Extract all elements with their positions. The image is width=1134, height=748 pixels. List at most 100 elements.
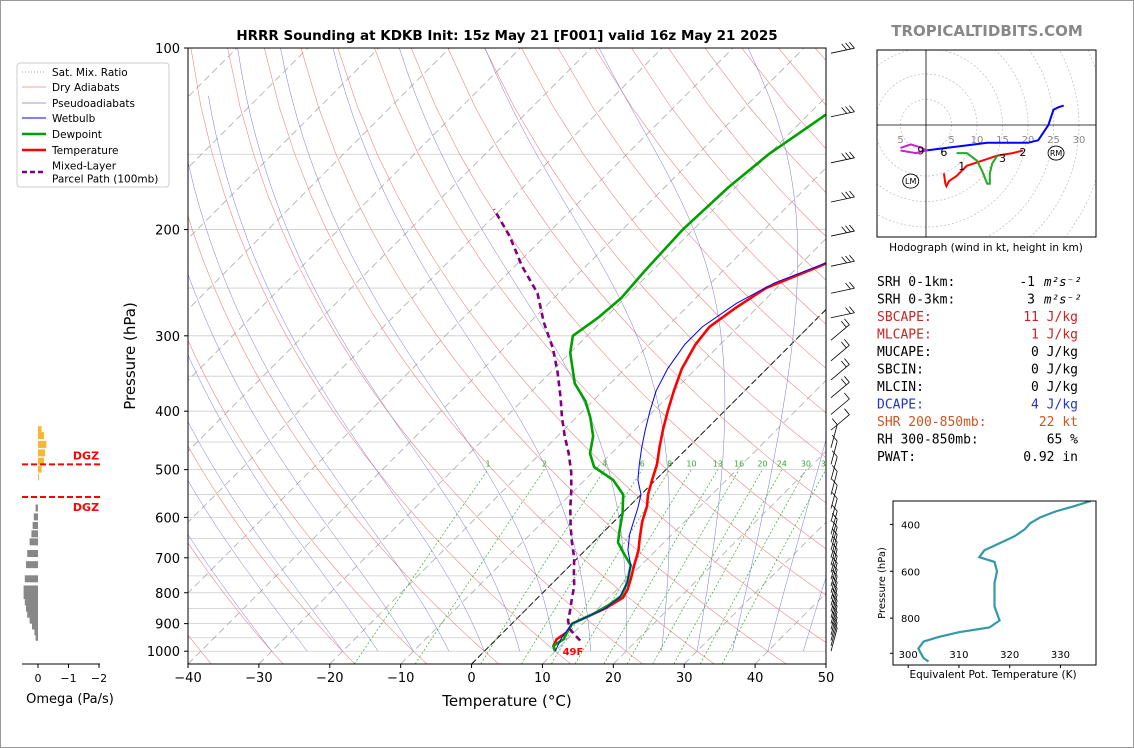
isotherm-line bbox=[188, 48, 663, 523]
mixing-ratio-label: 4 bbox=[602, 460, 607, 469]
wind-barb bbox=[830, 224, 855, 237]
omega-bar bbox=[35, 633, 38, 641]
isotherm-line bbox=[258, 96, 826, 664]
hodograph-caption: Hodograph (wind in kt, height in km) bbox=[889, 242, 1083, 254]
wind-barb bbox=[830, 582, 838, 612]
hodo-height-label: 1 bbox=[958, 160, 965, 173]
surface-temp-label: 49F bbox=[563, 647, 584, 658]
stat-value: 22 kt bbox=[1039, 415, 1078, 430]
stat-row: MLCAPE: 1 J/kg bbox=[877, 328, 1078, 343]
hodograph-frame bbox=[876, 49, 1097, 238]
hodograph-plot: 5 5 10 15 20 25 30 9 61 3 2 LM RM bbox=[877, 50, 1096, 237]
mixing-ratio-label: 6 bbox=[640, 460, 645, 469]
stat-value: 4 J/kg bbox=[1031, 398, 1078, 413]
hodo-ring-label: 5 bbox=[948, 135, 954, 146]
omega-bar bbox=[34, 628, 38, 636]
legend-label: Parcel Path (100mb) bbox=[52, 174, 158, 186]
omega-bar bbox=[38, 440, 47, 448]
hodo-ring-label: 25 bbox=[1047, 135, 1060, 146]
barb-flag bbox=[831, 535, 838, 543]
omega-bar bbox=[23, 592, 38, 600]
series-mixed-layer-parcel-path-100mb bbox=[492, 208, 582, 642]
mixing-ratio-label: 24 bbox=[777, 460, 787, 469]
pseudoadiabat bbox=[598, 48, 726, 652]
hodo-ring-label: 20 bbox=[1022, 135, 1035, 146]
wind-barb bbox=[830, 594, 838, 624]
barb-flag bbox=[831, 605, 838, 613]
pseudoadiabat bbox=[188, 160, 450, 652]
wind-barb bbox=[830, 621, 838, 652]
legend-label: Sat. Mix. Ratio bbox=[52, 67, 128, 79]
dry-adiabat bbox=[447, 48, 826, 504]
wind-barb bbox=[830, 392, 850, 415]
stat-label: DCAPE: bbox=[877, 398, 924, 413]
theta-x-tick-label: 330 bbox=[1051, 650, 1070, 661]
mixing-ratio-line bbox=[480, 469, 606, 664]
hodo-trace bbox=[956, 152, 999, 185]
stat-row: SBCIN: 0 J/kg bbox=[877, 363, 1078, 378]
pseudoadiabat bbox=[767, 438, 826, 652]
stat-unit: m²s⁻² bbox=[1043, 292, 1082, 307]
hodo-marker-label: RM bbox=[1050, 149, 1063, 158]
x-tick-label: −20 bbox=[316, 671, 343, 686]
barb-flag bbox=[849, 281, 855, 289]
barb-staff bbox=[830, 471, 838, 495]
y-axis-label: Pressure (hPa) bbox=[121, 302, 139, 410]
theta-x-tick-label: 320 bbox=[1000, 650, 1019, 661]
barb-staff bbox=[830, 382, 850, 399]
stat-value: 0.92 in bbox=[1023, 450, 1078, 465]
dry-adiabat bbox=[264, 48, 715, 664]
pseudoadiabat bbox=[188, 480, 308, 652]
dry-adiabat bbox=[521, 48, 826, 414]
pseudoadiabat bbox=[188, 534, 272, 652]
x-tick-label: 50 bbox=[818, 671, 835, 686]
hodo-ring-label: 30 bbox=[1073, 135, 1086, 146]
barb-staff bbox=[830, 594, 838, 618]
barb-flag bbox=[831, 599, 838, 607]
barb-flag bbox=[841, 256, 847, 264]
mixing-ratio-label: 20 bbox=[757, 460, 767, 469]
stat-row: MLCIN: 0 J/kg bbox=[877, 380, 1078, 395]
hodo-trace bbox=[925, 104, 1064, 152]
wind-barb bbox=[830, 542, 838, 573]
wind-barb bbox=[830, 556, 838, 587]
omega-bar bbox=[29, 616, 38, 624]
y-tick-label: 900 bbox=[155, 618, 180, 633]
hodo-marker-label: LM bbox=[905, 177, 916, 186]
wind-barb bbox=[830, 318, 850, 341]
stat-label: RH 300-850mb: bbox=[877, 433, 979, 448]
barb-flag bbox=[845, 307, 851, 314]
stat-label: MLCIN: bbox=[877, 380, 924, 395]
mixing-ratio-line bbox=[626, 469, 740, 664]
barb-staff bbox=[830, 324, 850, 341]
legend-label: Wetbulb bbox=[52, 113, 96, 125]
dry-adiabat bbox=[188, 542, 284, 664]
watermark: TROPICALTIDBITS.COM bbox=[891, 22, 1083, 40]
stat-value: 0 J/kg bbox=[1031, 345, 1078, 360]
wind-barb bbox=[830, 306, 855, 319]
hodo-ring-label: 10 bbox=[971, 135, 984, 146]
barb-staff bbox=[830, 556, 838, 580]
legend-box bbox=[16, 62, 170, 188]
omega-bar bbox=[29, 538, 38, 546]
dry-adiabat bbox=[300, 48, 787, 664]
omega-tick-label: −1 bbox=[60, 672, 76, 685]
barb-staff bbox=[830, 364, 850, 381]
barb-flag bbox=[831, 576, 838, 583]
main-axes: −40 −30 −20 −10 0 10 20 30 40 50 100 200 300 400 500 60… bbox=[147, 42, 834, 686]
legend-label: Dewpoint bbox=[52, 129, 102, 141]
wind-barb bbox=[830, 151, 855, 164]
theta-y-tick-label: 600 bbox=[901, 567, 920, 578]
omega-bar bbox=[38, 457, 44, 465]
omega-bar bbox=[26, 561, 38, 569]
mixing-ratio-line bbox=[603, 469, 719, 664]
isotherm-line bbox=[542, 379, 826, 664]
omega-bar bbox=[32, 622, 38, 630]
barb-flag bbox=[831, 563, 838, 570]
pseudoadiabat bbox=[803, 576, 826, 652]
y-tick-label: 300 bbox=[155, 330, 180, 345]
pseudoadiabat bbox=[732, 48, 798, 652]
series-wetbulb bbox=[554, 262, 826, 652]
mixing-ratio-line bbox=[354, 469, 489, 664]
wind-barb bbox=[830, 479, 838, 509]
